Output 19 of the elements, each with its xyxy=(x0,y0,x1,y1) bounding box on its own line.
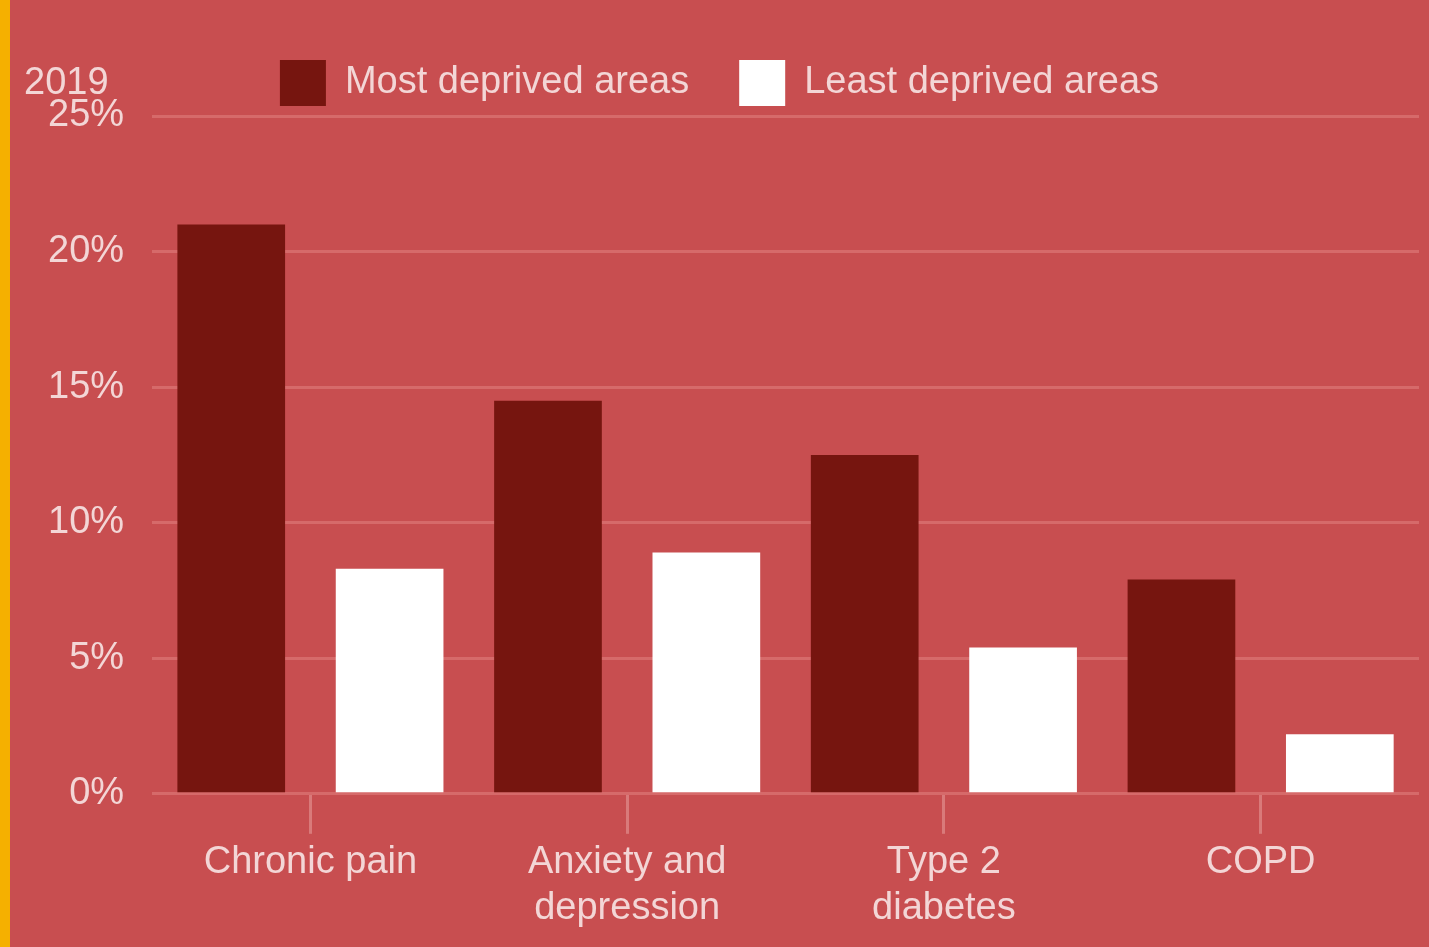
bar xyxy=(177,224,286,793)
x-tick-label: Type 2 diabetes xyxy=(872,839,1016,927)
y-tick-label: 15% xyxy=(47,363,125,406)
y-tick-label: 20% xyxy=(47,228,125,271)
bar xyxy=(969,647,1077,793)
bar xyxy=(494,400,602,793)
legend-label: Least deprived areas xyxy=(804,59,1160,102)
bar xyxy=(652,552,761,793)
y-tick-label: 5% xyxy=(69,634,125,677)
y-tick-label: 0% xyxy=(69,770,125,813)
x-tick-label: COPD xyxy=(1205,839,1316,882)
y-tick-label: 10% xyxy=(47,499,125,542)
legend-label: Most deprived areas xyxy=(344,59,690,102)
x-tick-label: Chronic pain xyxy=(203,839,418,882)
bar xyxy=(810,454,919,793)
bar xyxy=(335,568,444,793)
bar xyxy=(1285,734,1394,793)
bar xyxy=(1127,579,1236,793)
x-tick-label: Anxiety and depression xyxy=(527,839,727,927)
